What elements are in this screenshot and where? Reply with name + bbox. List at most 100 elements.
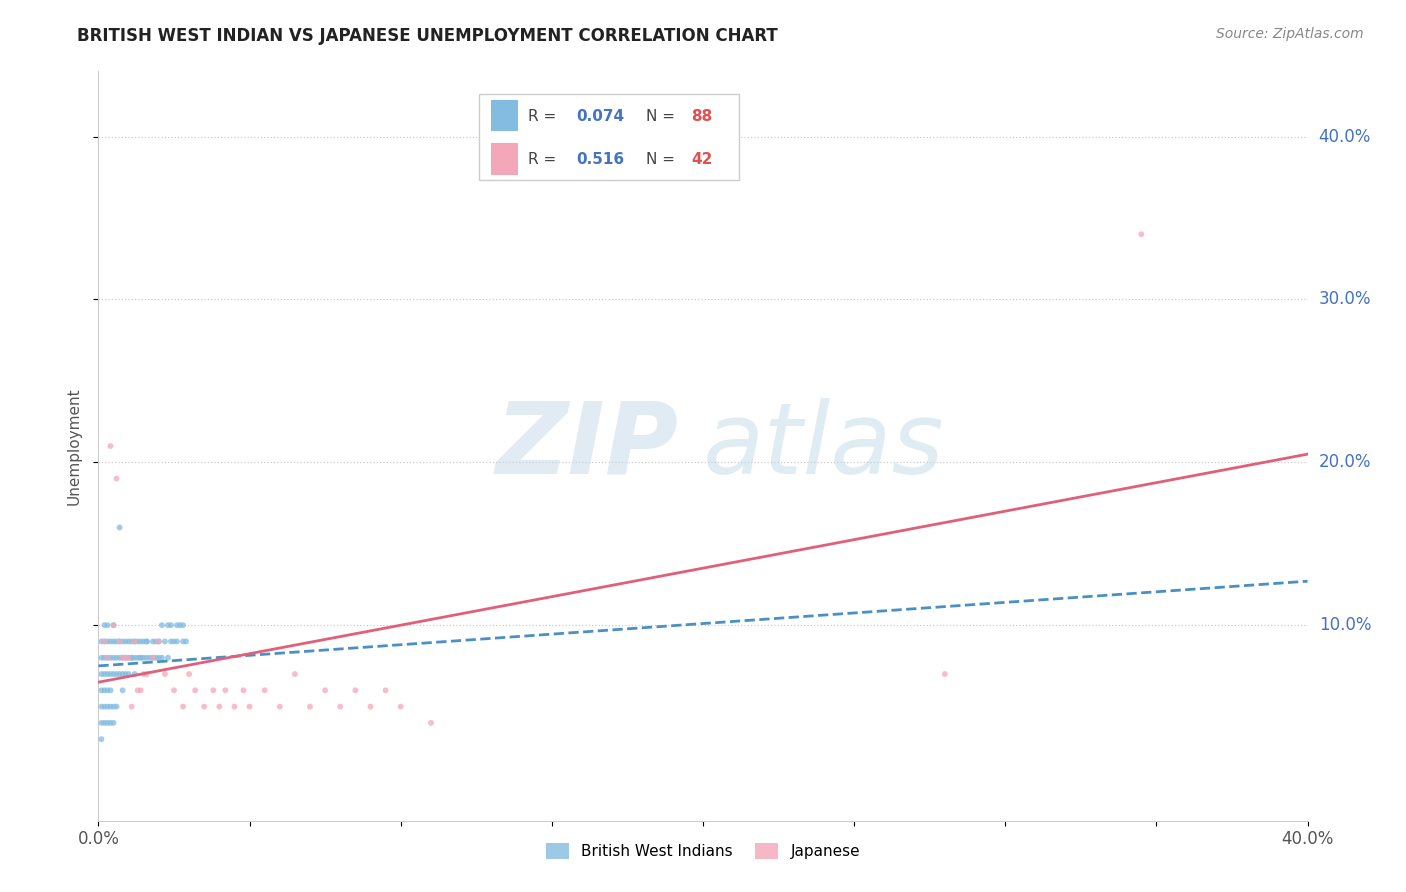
Point <box>148 650 170 665</box>
Point <box>93 715 115 730</box>
Point <box>121 650 143 665</box>
Point <box>90 634 112 648</box>
Point <box>132 634 155 648</box>
Point <box>90 683 112 698</box>
Text: ZIP: ZIP <box>496 398 679 494</box>
Point <box>100 439 122 453</box>
Text: 0.074: 0.074 <box>576 109 624 124</box>
Point <box>93 634 115 648</box>
Point <box>172 634 194 648</box>
Point <box>420 715 443 730</box>
Point <box>96 715 118 730</box>
Point <box>129 634 152 648</box>
Point <box>111 634 134 648</box>
Point <box>96 650 118 665</box>
Point <box>100 683 122 698</box>
Point <box>90 667 112 681</box>
Point <box>121 699 143 714</box>
Text: 88: 88 <box>690 109 713 124</box>
Point <box>193 699 215 714</box>
Point <box>142 650 165 665</box>
Point <box>160 634 183 648</box>
Point <box>299 699 322 714</box>
Point <box>100 667 122 681</box>
Point <box>121 634 143 648</box>
Point <box>103 618 125 632</box>
Point <box>132 667 155 681</box>
Point <box>169 618 191 632</box>
Text: 0.516: 0.516 <box>576 153 624 167</box>
Point <box>118 650 141 665</box>
Point <box>166 618 188 632</box>
Point <box>329 699 352 714</box>
Point <box>224 699 246 714</box>
Point <box>129 683 152 698</box>
Point <box>1130 227 1153 242</box>
Point <box>124 667 146 681</box>
Point <box>93 667 115 681</box>
Point <box>108 520 131 534</box>
Text: 20.0%: 20.0% <box>1319 453 1371 471</box>
Point <box>108 634 131 648</box>
Point <box>124 634 146 648</box>
Text: 42: 42 <box>690 153 713 167</box>
Point <box>156 618 179 632</box>
Point <box>108 650 131 665</box>
Point <box>374 683 396 698</box>
Point <box>124 634 146 648</box>
Text: 30.0%: 30.0% <box>1319 291 1371 309</box>
Point <box>96 667 118 681</box>
Point <box>111 683 134 698</box>
Text: 40.0%: 40.0% <box>1319 128 1371 145</box>
Point <box>93 683 115 698</box>
Point <box>108 667 131 681</box>
Point <box>100 634 122 648</box>
Point <box>145 634 167 648</box>
Point <box>93 650 115 665</box>
Text: R =: R = <box>527 109 561 124</box>
Point <box>389 699 412 714</box>
Point <box>153 667 176 681</box>
Point <box>108 634 131 648</box>
Point <box>114 650 136 665</box>
Point <box>153 634 176 648</box>
Point <box>129 650 152 665</box>
Point <box>284 667 307 681</box>
Point <box>142 650 165 665</box>
Point <box>163 683 186 698</box>
Text: N =: N = <box>647 153 681 167</box>
Point <box>111 650 134 665</box>
Point <box>127 650 149 665</box>
Point <box>160 618 183 632</box>
Point <box>103 650 125 665</box>
Text: R =: R = <box>527 153 561 167</box>
Point <box>135 634 157 648</box>
Point <box>135 650 157 665</box>
Text: BRITISH WEST INDIAN VS JAPANESE UNEMPLOYMENT CORRELATION CHART: BRITISH WEST INDIAN VS JAPANESE UNEMPLOY… <box>77 27 778 45</box>
Point <box>202 683 225 698</box>
Legend: British West Indians, Japanese: British West Indians, Japanese <box>540 838 866 865</box>
Point <box>90 650 112 665</box>
Point <box>111 650 134 665</box>
Point <box>172 618 194 632</box>
Point <box>100 699 122 714</box>
Point <box>105 472 128 486</box>
Point <box>208 699 231 714</box>
Point <box>90 715 112 730</box>
Point <box>184 683 207 698</box>
Text: Source: ZipAtlas.com: Source: ZipAtlas.com <box>1216 27 1364 41</box>
Point <box>142 634 165 648</box>
Text: atlas: atlas <box>703 398 945 494</box>
Point <box>96 634 118 648</box>
Point <box>172 699 194 714</box>
Point <box>360 699 382 714</box>
FancyBboxPatch shape <box>492 100 517 131</box>
Point <box>166 634 188 648</box>
Point <box>174 634 197 648</box>
Point <box>93 699 115 714</box>
Point <box>145 650 167 665</box>
Text: N =: N = <box>647 109 681 124</box>
Point <box>100 650 122 665</box>
Point <box>96 699 118 714</box>
Point <box>150 618 173 632</box>
